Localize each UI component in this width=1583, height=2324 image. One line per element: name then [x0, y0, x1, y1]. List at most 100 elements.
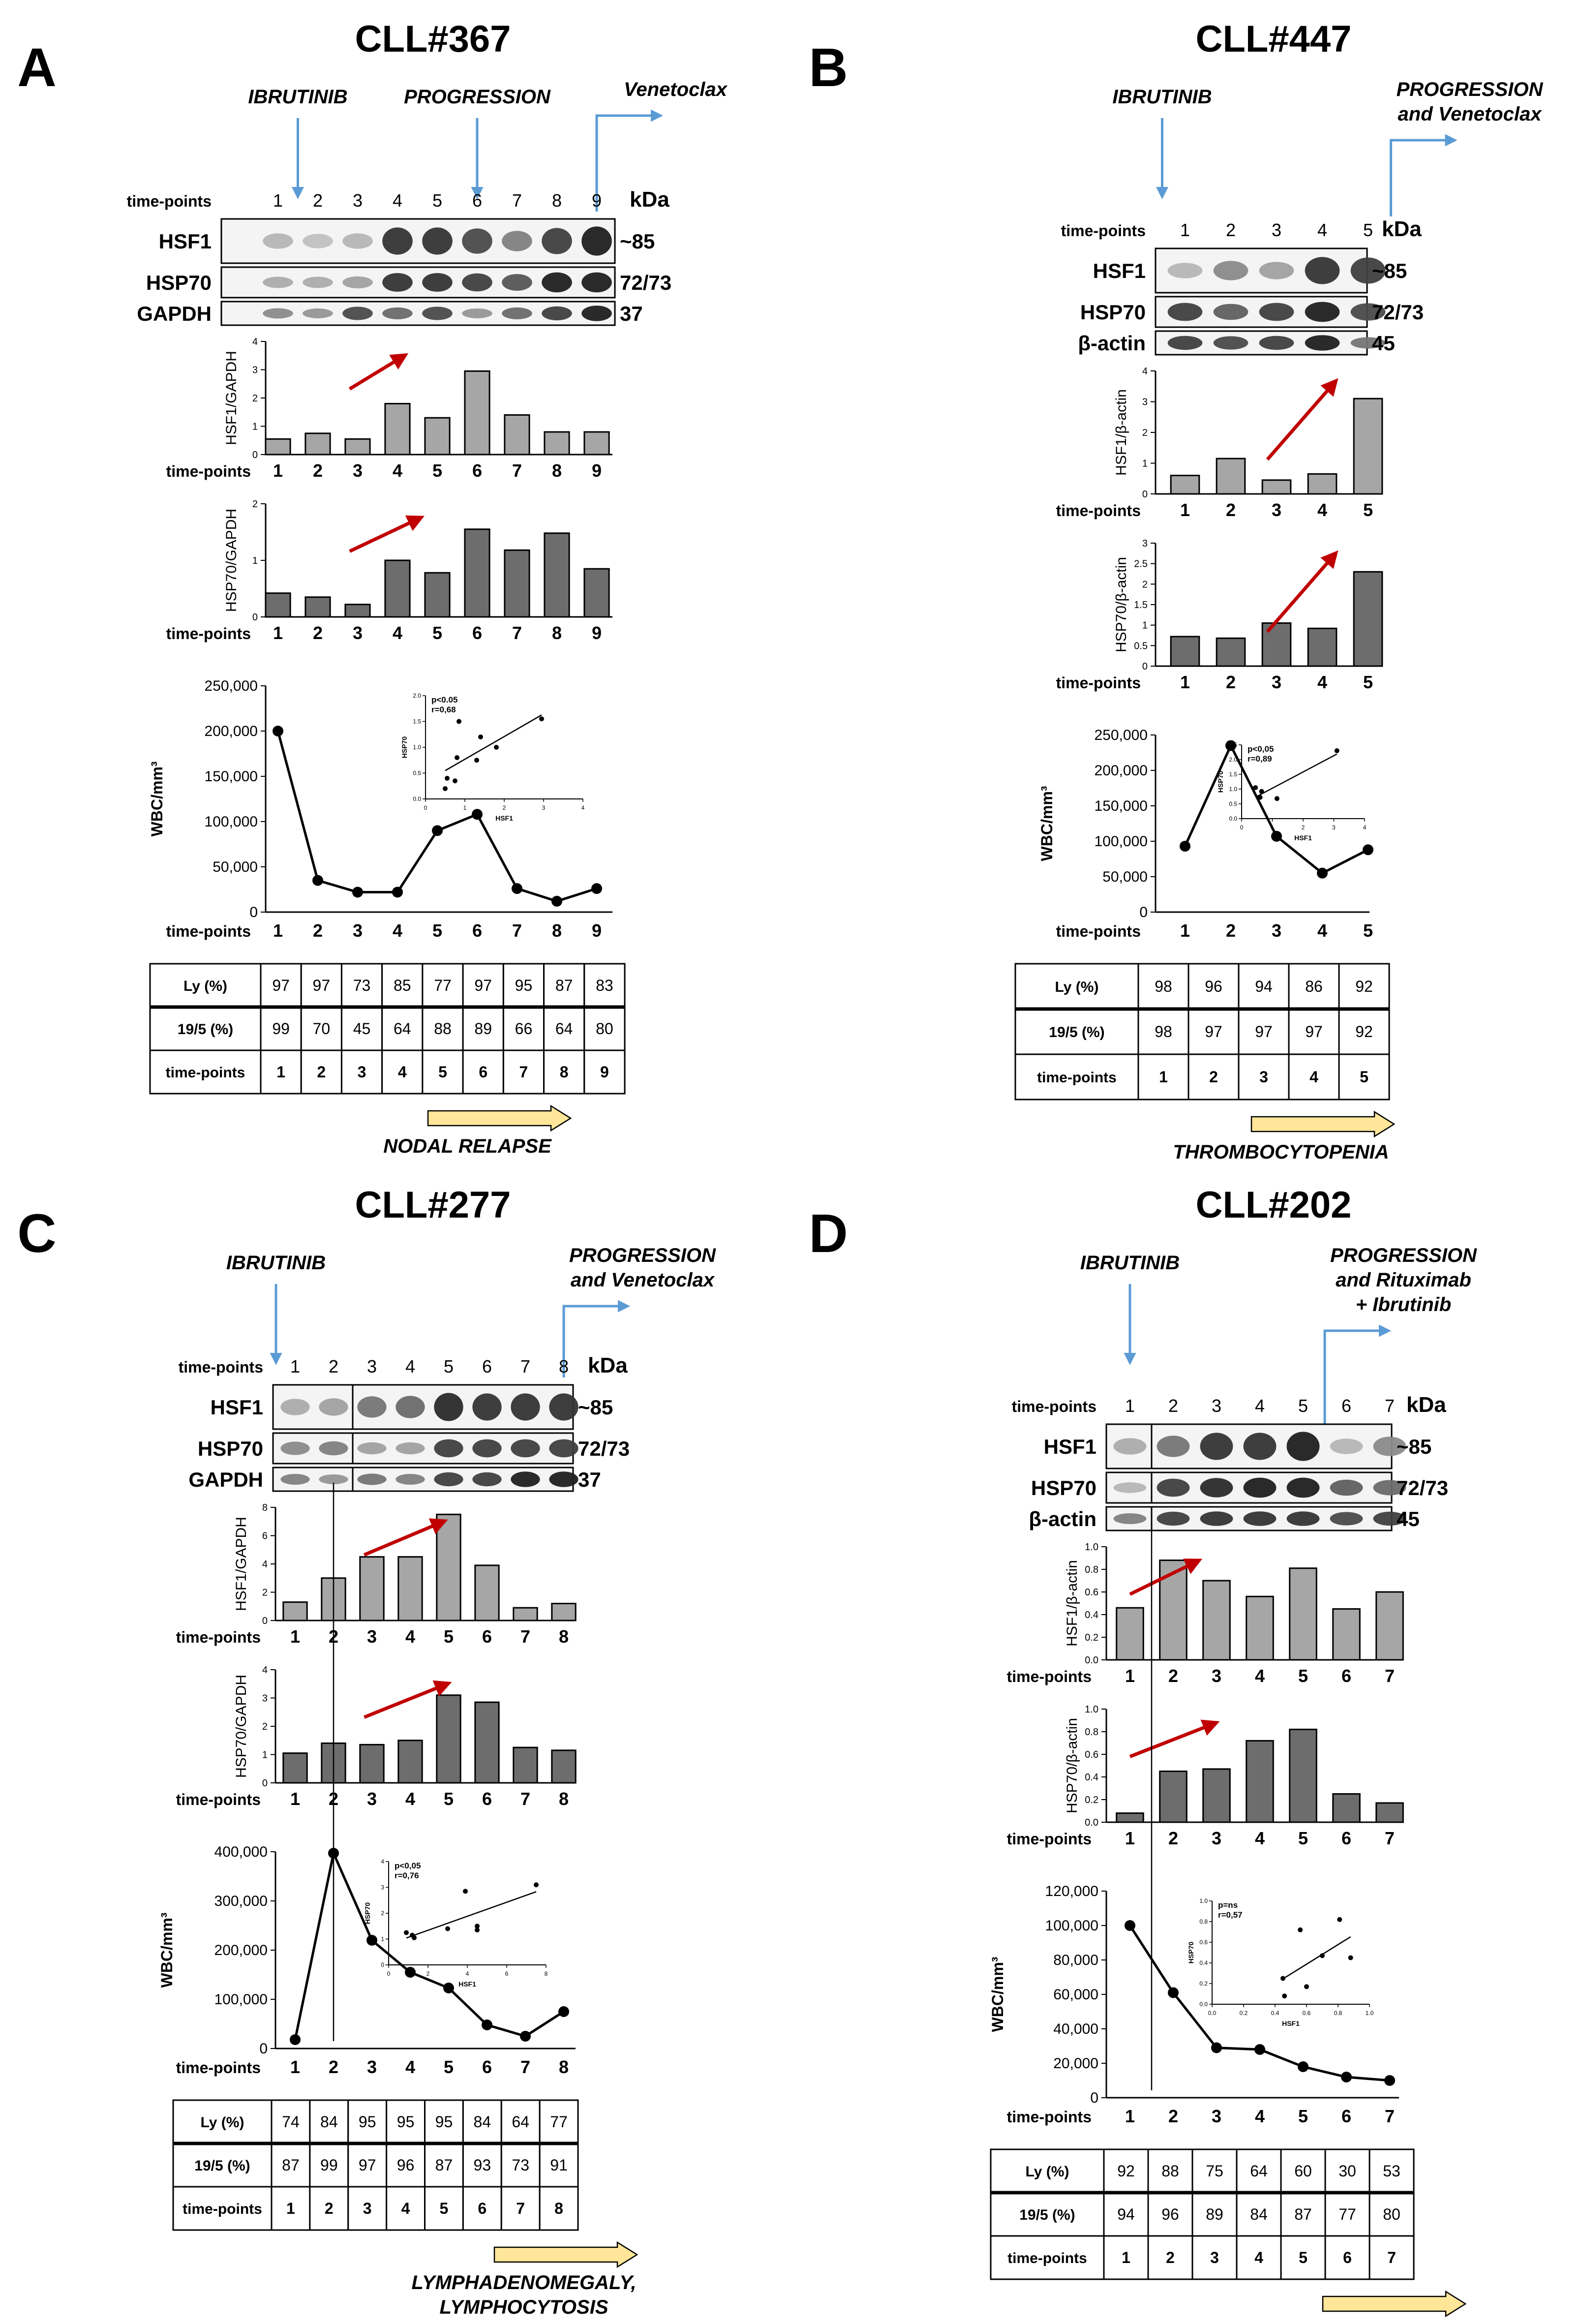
- blot-timepoint-tick: 1: [273, 190, 283, 211]
- y-tick-label: 2: [262, 1721, 268, 1732]
- table-cell-value: 1: [1122, 2249, 1130, 2266]
- blot-kda-value: 72/73: [578, 1437, 630, 1460]
- scatter-point: [1253, 785, 1258, 790]
- bar: [424, 417, 451, 456]
- blot-timepoint-tick: 3: [1272, 220, 1281, 240]
- blot-timepoint-tick: 4: [1317, 220, 1327, 240]
- stat-annotation: r=0,76: [395, 1871, 419, 1880]
- event-marker: IBRUTINIB: [226, 1252, 326, 1365]
- x-tick-label: 4: [581, 804, 585, 811]
- blot-band: [511, 1471, 540, 1487]
- scatter-point: [475, 1924, 480, 1929]
- bar: [1170, 475, 1200, 495]
- table-cell-value: 5: [1299, 2249, 1308, 2266]
- x-tick-label: 3: [367, 2057, 377, 2077]
- y-tick-label: 0.5: [1229, 800, 1237, 807]
- y-tick-label: 150,000: [205, 768, 258, 785]
- x-tick-label: 0.0: [1208, 2010, 1217, 2017]
- blot-band: [1373, 1437, 1406, 1456]
- table-cell-value: 7: [516, 2200, 525, 2217]
- table-cell-value: 96: [397, 2156, 415, 2174]
- event-arrow: [1390, 134, 1458, 216]
- blot-band: [357, 1473, 387, 1485]
- y-axis-label: HSF1/β-actin: [1064, 1560, 1080, 1647]
- blot-band: [280, 1441, 310, 1455]
- x-tick-label: 4: [405, 2057, 415, 2077]
- bar: [1246, 1595, 1274, 1661]
- blot-band: [263, 308, 293, 319]
- table-cell: [340, 963, 383, 1008]
- table-cell: [1369, 2192, 1415, 2237]
- bar: [504, 414, 530, 456]
- table-cell: [309, 2186, 349, 2231]
- bar: [1159, 1771, 1187, 1823]
- blot-band: [357, 1396, 387, 1418]
- blot-timepoint-tick: 2: [1168, 1396, 1178, 1416]
- scatter-point: [534, 1882, 539, 1888]
- y-axis-label: HSP70: [1217, 771, 1224, 793]
- blot-kda-value: 37: [620, 302, 643, 325]
- bar: [513, 1746, 538, 1784]
- scatter-point: [1298, 1927, 1303, 1932]
- stat-annotation: p=ns: [1218, 1900, 1238, 1910]
- event-arrow: [1323, 1324, 1391, 1456]
- table-cell-value: 95: [397, 2113, 415, 2131]
- blot-band: [280, 1399, 310, 1415]
- blot-band: [422, 227, 453, 255]
- blot-band: [1305, 257, 1340, 284]
- x-tick-label: 4: [405, 1626, 415, 1647]
- wbc-line-chart: 0 20,000 40,000 60,000 80,000 100,000 120,000 W…: [989, 1522, 1399, 2126]
- x-tick-label: 1: [1180, 920, 1190, 941]
- event-label: Venetoclax: [624, 79, 728, 100]
- blot-strip-1: HSP70 72/73: [1080, 296, 1424, 328]
- wbc-data-point: [1225, 740, 1236, 751]
- x-tick-label: 7: [520, 1626, 530, 1647]
- blot-band: [263, 276, 293, 288]
- x-tick-label: 0.8: [1334, 2010, 1342, 2017]
- blot-band: [1157, 1511, 1190, 1526]
- x-axis-title: time-points: [176, 2059, 261, 2077]
- wbc-data-point: [352, 887, 363, 898]
- event-band-arrow: [427, 1104, 572, 1132]
- y-tick-label: 6: [262, 1531, 268, 1542]
- table-cell-value: 84: [320, 2113, 338, 2131]
- table-cell: [1187, 1008, 1240, 1055]
- y-tick-label: 1: [1142, 620, 1148, 631]
- blot-band: [1243, 1511, 1277, 1526]
- x-tick-label: 1: [273, 920, 283, 941]
- x-tick-label: 4: [1317, 672, 1327, 692]
- blot-band: [342, 233, 373, 249]
- event-marker: Venetoclax: [595, 79, 728, 212]
- bar: [1170, 636, 1200, 667]
- blot-protein-label: β-actin: [1078, 332, 1146, 355]
- bar-chart-0: 0 1 2 3 4 HSF1/β-actin time-points 1 2 3 4 5: [1056, 366, 1383, 520]
- y-tick-label: 0.8: [1085, 1727, 1098, 1738]
- table-cell-value: 5: [438, 1063, 447, 1081]
- table-label-cell: [149, 963, 262, 1008]
- blot-timepoint-tick: 6: [1341, 1396, 1351, 1416]
- table-cell-value: 89: [1206, 2205, 1223, 2223]
- x-tick-label: 6: [472, 920, 482, 941]
- blot-band: [342, 306, 373, 320]
- blot-band: [303, 276, 333, 288]
- bar: [304, 596, 331, 618]
- y-tick-label: 2.5: [1134, 559, 1148, 570]
- x-axis-label: HSF1: [1282, 2019, 1300, 2027]
- bar: [282, 1601, 308, 1621]
- y-tick-label: 8: [262, 1502, 268, 1513]
- table-cell-value: 89: [474, 1020, 492, 1038]
- bar: [464, 370, 490, 456]
- x-tick-label: 6: [1341, 1666, 1351, 1686]
- table-cell-value: 98: [1155, 978, 1172, 995]
- scatter-point: [1320, 1953, 1325, 1958]
- blot-protein-label: HSP70: [198, 1437, 263, 1460]
- trend-arrow: [349, 515, 425, 553]
- y-tick-label: 0.0: [1229, 815, 1237, 822]
- scatter-point: [1259, 789, 1264, 794]
- kda-label: kDa: [588, 1353, 628, 1377]
- blot-timepoint-tick: 3: [367, 1356, 377, 1376]
- bar: [1261, 479, 1292, 495]
- y-tick-label: 20,000: [1053, 2055, 1098, 2072]
- wbc-data-point: [512, 883, 522, 894]
- table-cell: [583, 1049, 626, 1095]
